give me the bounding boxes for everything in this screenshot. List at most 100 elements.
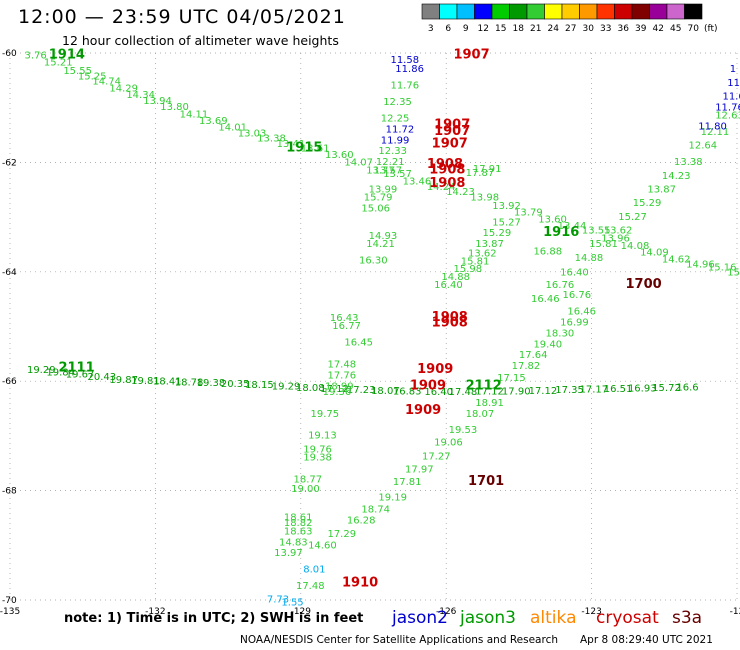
color-tick-label: 9: [463, 24, 469, 34]
wave-height-value: 18.15: [245, 380, 274, 391]
time-labels: 1914191519161907190719071907190819081908…: [49, 47, 662, 590]
wave-height-value: 17.91: [473, 164, 502, 175]
color-swatch: [649, 3, 668, 20]
wave-height-value: 13.94: [143, 96, 172, 107]
wave-height-value: 14.83: [279, 537, 308, 548]
color-swatch: [491, 3, 510, 20]
color-swatch: [614, 3, 633, 20]
wave-height-value: 19.76: [303, 444, 332, 455]
color-tick-label: 12: [478, 24, 489, 34]
time-label: 1908: [429, 162, 465, 177]
wave-height-value: 18.41: [153, 376, 182, 387]
time-label: 1910: [342, 575, 378, 590]
wave-height-value: 16.77: [332, 321, 361, 332]
color-scale-legend: 3 6 9 12 15 18 21 24 27 30 33 36 39 42 45 70 (ft): [421, 3, 718, 34]
plot-axes: -135 -132 -129 -126 -123 -12 -60 -62 -64 -66 -68 -7…: [0, 49, 740, 617]
satellite-s3a: s3a: [672, 608, 703, 628]
y-tick-label: -66: [2, 377, 17, 387]
wave-height-value: 16.6: [676, 382, 698, 393]
wave-height-value: 15.29: [483, 228, 512, 239]
color-tick-label: 27: [565, 24, 576, 34]
wave-height-value: 18.07: [371, 386, 400, 397]
wave-height-readings: 3.7615.2115.5515.2514.7414.2914.3413.941…: [25, 50, 740, 608]
color-tick-label: 24: [548, 24, 560, 34]
wave-height-value: 19.81: [131, 376, 160, 387]
color-tick-label: 21: [530, 24, 541, 34]
wave-height-value: 16.45: [344, 338, 373, 349]
wave-height-value: 18.99: [325, 381, 354, 392]
wave-height-value: 15.27: [492, 217, 521, 228]
footnote: note: 1) Time is in UTC; 2) SWH is in fe…: [64, 611, 364, 626]
wave-height-value: 15.4: [727, 268, 740, 279]
wave-height-value: 13.62: [604, 226, 633, 237]
time-label: 1909: [410, 378, 446, 393]
wave-height-value: 12.33: [378, 146, 407, 157]
y-tick-label: -64: [2, 268, 17, 278]
wave-height-value: 8.01: [303, 565, 325, 576]
wave-height-value: 13.46: [403, 176, 432, 187]
wave-height-value: 16.46: [567, 306, 596, 317]
wave-height-value: 14.93: [369, 231, 398, 242]
wave-height-value: 14.29: [109, 83, 138, 94]
wave-height-value: 19.29: [27, 365, 56, 376]
wave-height-value: 16.28: [347, 515, 376, 526]
color-tick-label: 36: [618, 24, 630, 34]
wave-height-value: 14.96: [686, 259, 715, 270]
wave-height-value: 16.40: [560, 268, 589, 279]
wave-height-value: 14.08: [621, 241, 650, 252]
wave-height-value: 13.61: [301, 143, 330, 154]
wave-height-value: 14.88: [575, 253, 604, 264]
wave-height-value: 14.24: [427, 182, 456, 193]
credit-agency: NOAA/NESDIS Center for Satellite Applica…: [240, 634, 558, 646]
wave-height-value: 20.35: [221, 379, 250, 390]
color-swatch: [474, 3, 493, 20]
wave-height-value: 19.19: [378, 492, 407, 503]
wave-height-value: 13.60: [325, 150, 354, 161]
plot-grid: [9, 52, 738, 601]
time-label: 1915: [286, 140, 322, 155]
wave-height-value: 12.11: [701, 127, 730, 138]
time-label: 2112: [466, 378, 502, 393]
wave-height-value: 19.00: [291, 484, 320, 495]
wave-height-value: 13.57: [383, 169, 412, 180]
wave-height-value: 15.81: [461, 257, 490, 268]
color-swatch: [631, 3, 650, 20]
wave-height-value: 19.87: [109, 375, 138, 386]
wave-height-value: 17.35: [555, 385, 584, 396]
wave-height-value: 13.98: [470, 193, 499, 204]
time-label: 1907: [453, 47, 489, 62]
time-label: 1907: [432, 137, 468, 152]
wave-height-value: 15.72: [652, 383, 681, 394]
color-tick-label: 70: [688, 24, 700, 34]
wave-height-value: 16.88: [533, 246, 562, 257]
wave-height-value: 14.88: [441, 272, 470, 283]
y-tick-label: -68: [2, 487, 17, 497]
wave-height-value: 14.74: [92, 77, 121, 88]
wave-height-value: 17.12: [475, 386, 504, 397]
x-tick-label: -135: [0, 607, 20, 617]
wave-height-value: 13.60: [538, 215, 567, 226]
wave-height-value: 14.60: [308, 541, 337, 552]
color-swatch: [561, 3, 580, 20]
wave-height-value: 15.25: [78, 71, 107, 82]
wave-height-value: 13.38: [257, 134, 286, 145]
color-tick-label: 39: [635, 24, 647, 34]
wave-height-value: 16.43: [330, 313, 359, 324]
wave-height-value: 14.21: [366, 239, 395, 250]
wave-height-value: 16.30: [359, 256, 388, 267]
wave-height-value: 18.82: [284, 518, 313, 529]
wave-height-value: 17.97: [405, 465, 434, 476]
color-swatch: [526, 3, 545, 20]
wave-height-value: 18.61: [284, 513, 313, 524]
wave-height-value: 18.07: [466, 409, 495, 420]
wave-height-value: 14.62: [662, 255, 691, 266]
wave-height-value: 13.87: [647, 184, 676, 195]
wave-height-value: 17.23: [347, 385, 376, 396]
wave-height-value: 16.51: [604, 384, 633, 395]
wave-height-value: 17.29: [327, 529, 356, 540]
wave-height-value: 18.91: [475, 398, 504, 409]
wave-height-value: 1: [730, 64, 736, 75]
wave-height-value: 19.53: [449, 425, 478, 436]
wave-height-value: 19.40: [533, 339, 562, 350]
color-swatch: [544, 3, 563, 20]
